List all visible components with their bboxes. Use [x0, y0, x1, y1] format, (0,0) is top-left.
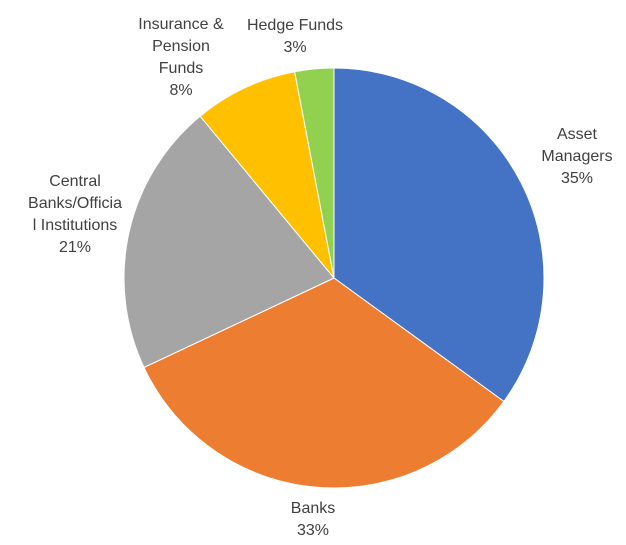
slice-value-label: 33% [297, 522, 329, 539]
slice-category-label: Managers [541, 148, 612, 165]
pie-slice [333, 67, 545, 403]
slice-value-label: 35% [561, 170, 593, 187]
slice-value-label: 8% [169, 82, 192, 99]
slice-category-label: Funds [159, 60, 203, 77]
labels-layer: Asset Managers 35% Banks 33% Central Banks/Off… [28, 16, 613, 539]
slice-label: Hedge Funds 3% [247, 17, 343, 56]
pie-slice [294, 67, 335, 279]
slice-category-label: Banks/Officia [28, 195, 122, 212]
slice-value-label: 3% [283, 39, 306, 56]
slice-category-label: l Institutions [33, 217, 117, 234]
slice-category-label: Banks [291, 500, 335, 517]
slice-label: Banks 33% [291, 500, 335, 539]
slice-category-label: Insurance & [138, 16, 224, 33]
slice-label: Asset Managers 35% [541, 126, 612, 187]
slice-category-label: Central [49, 173, 101, 190]
slices-layer [123, 67, 545, 489]
slice-label: Insurance & Pension Funds 8% [138, 16, 224, 99]
slice-label: Central Banks/Officia l Institutions 21% [28, 173, 122, 256]
pie-slice [143, 277, 505, 489]
pie-slice [123, 115, 335, 369]
slice-category-label: Hedge Funds [247, 17, 343, 34]
slice-category-label: Asset [557, 126, 598, 143]
slice-value-label: 21% [59, 239, 91, 256]
pie-slice [199, 71, 335, 279]
slice-category-label: Pension [152, 38, 210, 55]
